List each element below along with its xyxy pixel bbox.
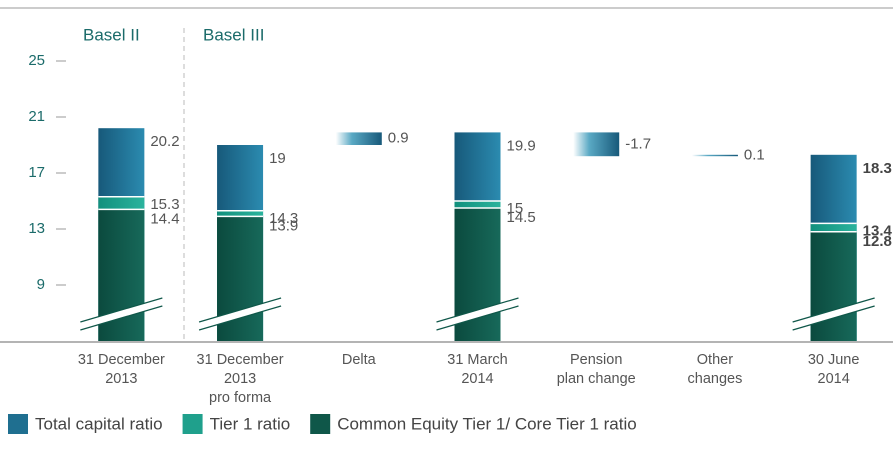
- plot: 9 13 17 21 25 31 December 2013 20.2 15.314.4 31 D…: [28, 52, 892, 406]
- y-tick-label: 21: [28, 108, 45, 125]
- value-label: 14.4: [150, 210, 179, 227]
- x-tick-label: 31 December 2013 pro forma: [197, 352, 284, 406]
- y-tick-label: 17: [28, 164, 45, 181]
- value-label: 12.8: [863, 233, 892, 250]
- value-label: 18.3: [863, 160, 892, 177]
- y-tick-label: 13: [28, 220, 45, 237]
- legend-label: Common Equity Tier 1/ Core Tier 1 ratio: [337, 414, 637, 433]
- x-tick-label: Other changes: [688, 352, 743, 387]
- axis-break: [436, 298, 519, 330]
- axis-break-edge: [436, 305, 519, 331]
- value-label: 20.2: [150, 133, 179, 150]
- value-label: 19.9: [507, 137, 536, 154]
- legend-label: Total capital ratio: [35, 414, 163, 433]
- axis-break-edge: [792, 297, 875, 323]
- legend-swatch: [310, 414, 331, 434]
- change-bar: [335, 132, 382, 145]
- bar-2: [810, 231, 857, 341]
- axis-break-edge: [80, 305, 163, 331]
- axis-break: [792, 298, 875, 330]
- change-bar: [573, 132, 620, 157]
- x-tick-label: 31 December 2013: [78, 352, 165, 387]
- value-label: 15: [507, 200, 524, 217]
- axis-break-edge: [436, 297, 519, 323]
- x-tick-label: 31 March 2014: [447, 352, 507, 387]
- axis-break: [199, 298, 282, 330]
- value-label: 0.1: [744, 146, 765, 163]
- value-label: -1.7: [625, 135, 651, 152]
- value-label: 19: [269, 150, 286, 167]
- y-tick-label: 9: [37, 276, 45, 293]
- axis-break-edge: [80, 297, 163, 323]
- value-label: 14.5: [507, 209, 536, 226]
- axis-break-edge: [198, 305, 282, 331]
- legend-swatch: [182, 414, 203, 434]
- x-tick-label: Pension plan change: [557, 352, 636, 387]
- annotation: Basel III: [203, 25, 264, 44]
- axis-break-edge: [198, 297, 282, 323]
- axis-break-edge: [792, 305, 875, 331]
- legend-label: Tier 1 ratio: [210, 414, 291, 433]
- legend-swatch: [8, 414, 28, 434]
- value-label: 13.4: [863, 222, 893, 239]
- annotation: Basel II: [83, 25, 140, 44]
- x-tick-label: 30 June 2014: [808, 352, 860, 387]
- value-label: 0.9: [388, 130, 409, 147]
- change-bar: [691, 154, 738, 157]
- value-label: 13.9: [269, 217, 298, 234]
- x-tick-label: Delta: [342, 352, 377, 368]
- axis-break: [80, 298, 163, 330]
- value-label: 14.3: [269, 210, 298, 227]
- legend: Total capital ratio Tier 1 ratio Common Eq…: [8, 414, 637, 434]
- y-tick-label: 25: [28, 52, 45, 69]
- value-label: 15.3: [150, 196, 179, 213]
